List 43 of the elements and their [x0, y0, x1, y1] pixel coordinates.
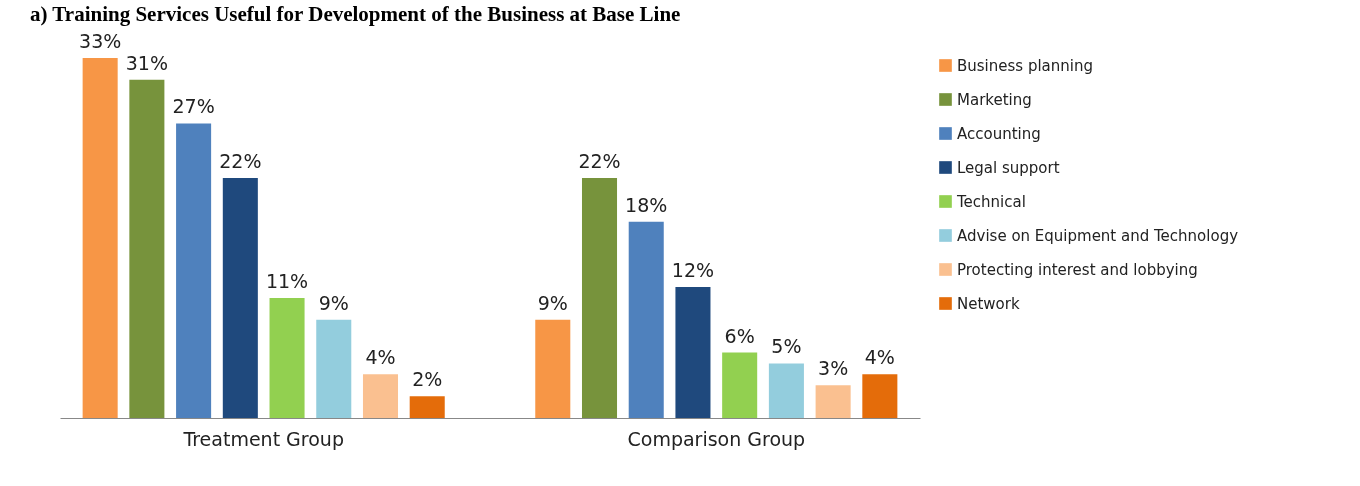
bar — [316, 319, 352, 418]
bar — [176, 123, 212, 418]
bar — [675, 287, 711, 418]
x-tick-label: Treatment Group — [182, 427, 344, 450]
legend-label: Technical — [956, 192, 1026, 211]
bar — [362, 374, 399, 418]
bar — [628, 221, 664, 418]
data-label: 6% — [724, 324, 755, 347]
x-tick-label: Comparison Group — [627, 427, 806, 450]
legend-label: Legal support — [957, 158, 1060, 177]
bar — [581, 178, 618, 418]
bar — [722, 352, 758, 418]
bar — [815, 385, 851, 418]
data-label: 31% — [125, 51, 168, 74]
data-label: 5% — [771, 335, 802, 358]
legend-label: Protecting interest and lobbying — [957, 260, 1198, 279]
data-label: 27% — [172, 95, 215, 118]
data-label: 12% — [671, 259, 715, 282]
data-label: 4% — [864, 346, 895, 369]
data-label: 22% — [219, 150, 262, 172]
data-label: 3% — [818, 357, 849, 380]
data-label: 33% — [79, 30, 122, 52]
bar — [409, 396, 445, 418]
legend-label: Network — [957, 294, 1020, 313]
bar — [269, 298, 305, 418]
data-label: 18% — [625, 193, 668, 216]
chart-title: a) Training Services Useful for Development of the Business at Base Line — [30, 2, 681, 26]
data-label: 2% — [412, 368, 443, 391]
legend-label: Marketing — [957, 90, 1032, 109]
bar — [222, 178, 258, 418]
data-label: 9% — [537, 291, 568, 314]
bar — [82, 58, 118, 418]
bar — [768, 363, 804, 418]
data-label: 4% — [365, 346, 396, 369]
bar — [862, 374, 898, 418]
bar — [129, 79, 165, 418]
legend-label: Business planning — [957, 56, 1094, 75]
data-label: 11% — [265, 270, 309, 292]
legend-label: Advise on Equipment and Technology — [957, 226, 1239, 245]
data-label: 9% — [318, 291, 349, 314]
data-label: 22% — [578, 150, 621, 172]
bar — [535, 319, 571, 418]
legend-label: Accounting — [957, 124, 1041, 143]
